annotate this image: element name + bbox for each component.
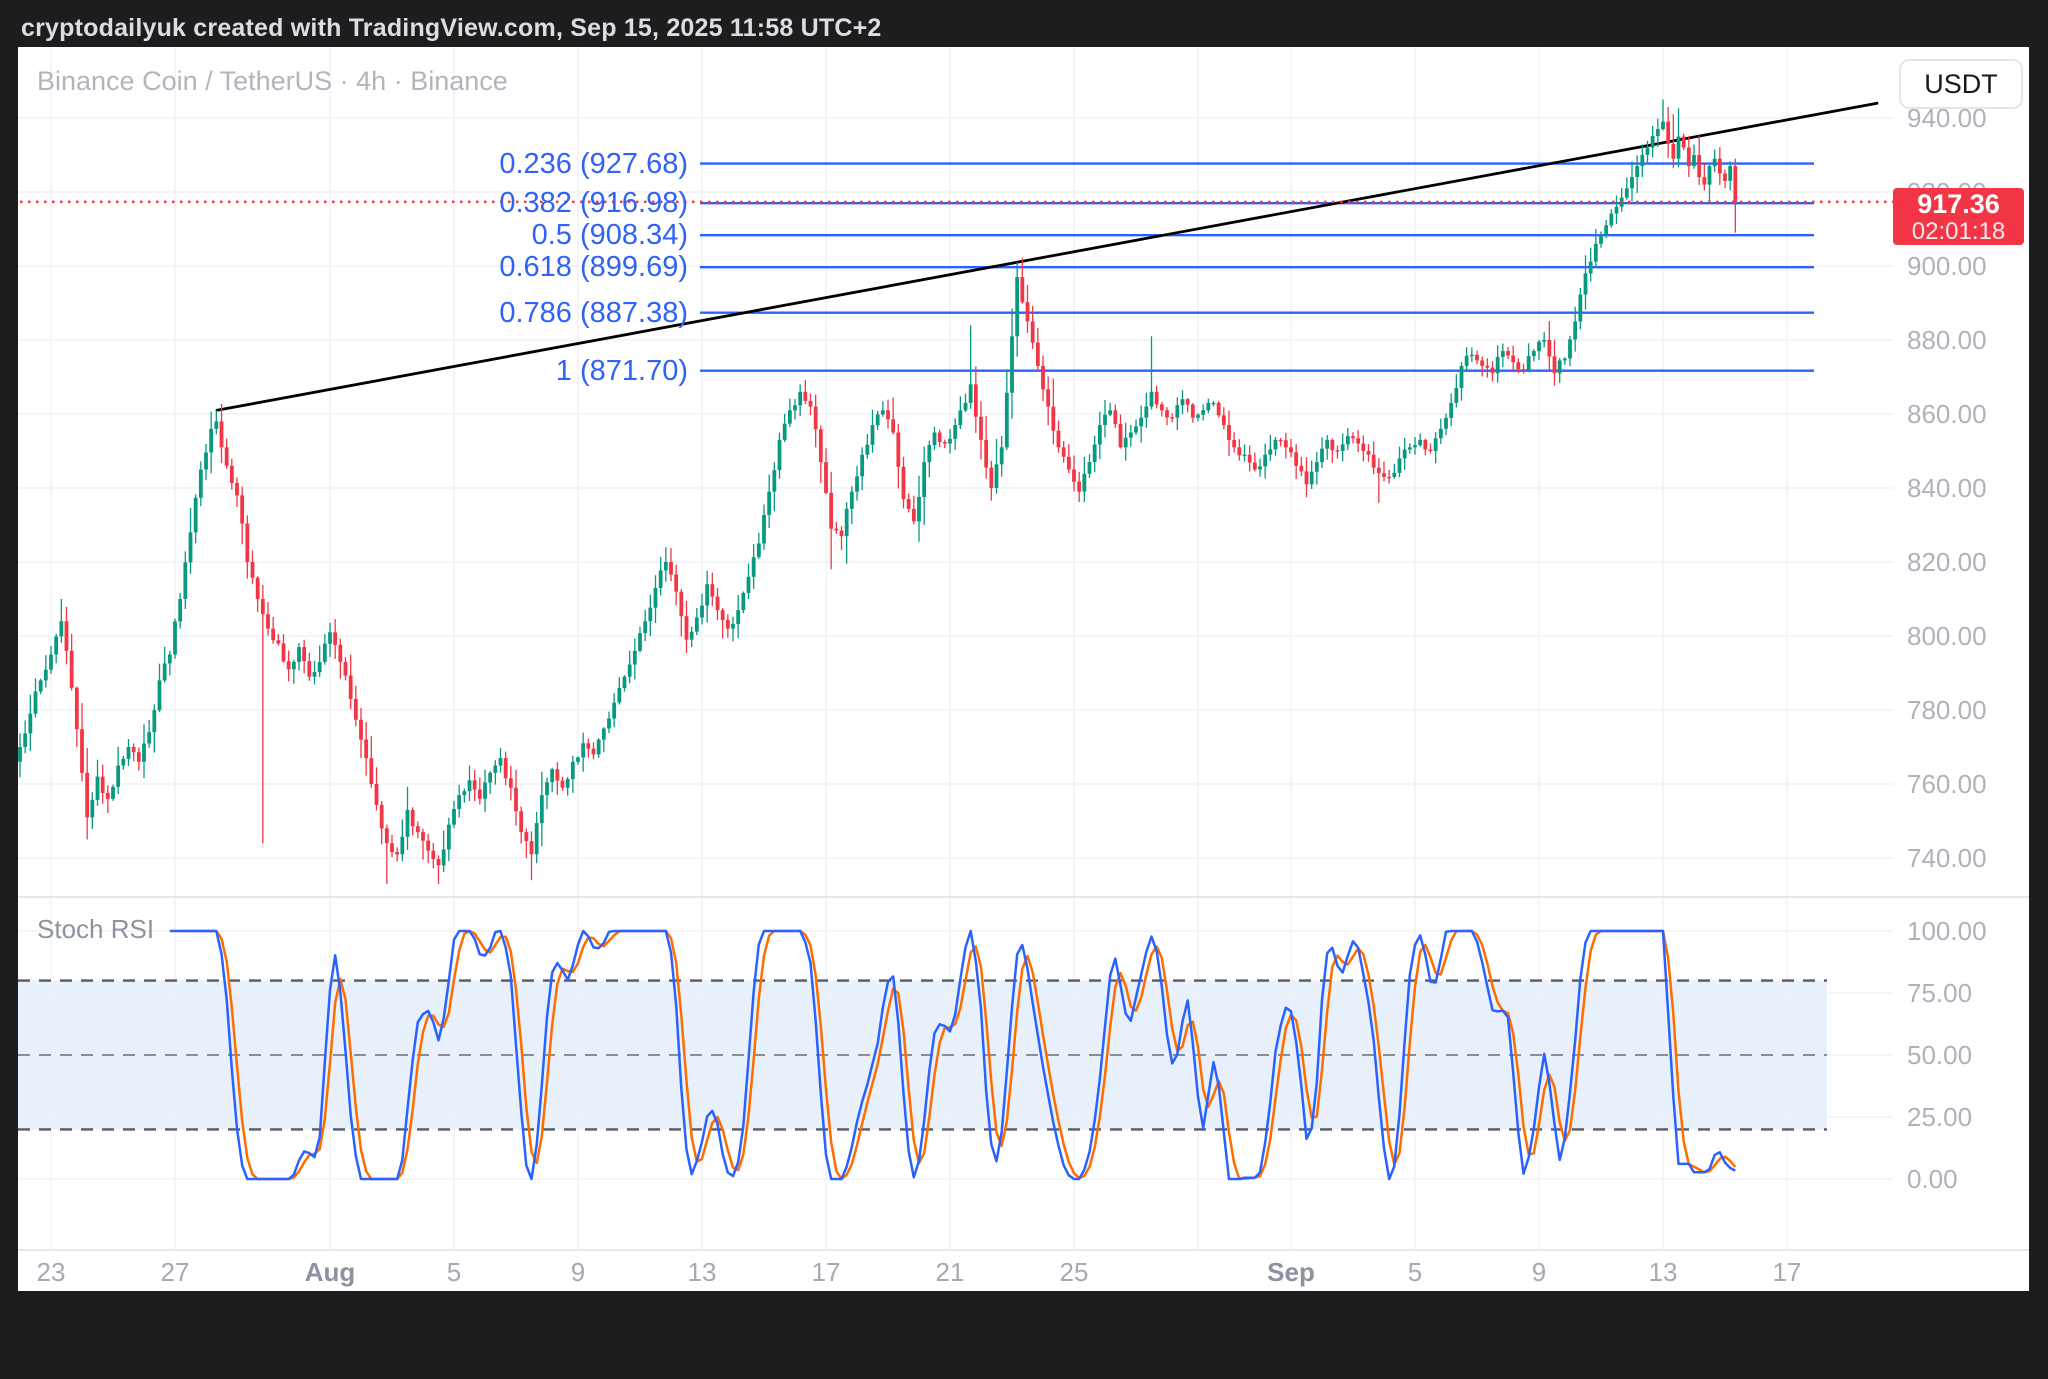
time-tick-label: 13 <box>687 1257 717 1287</box>
price-tick-label: 800.00 <box>1907 621 1987 651</box>
current-price-badge: 917.36 02:01:18 <box>1893 187 2024 245</box>
time-tick-label: 25 <box>1059 1257 1089 1287</box>
time-tick-label: 13 <box>1648 1257 1678 1287</box>
fib-level-label[interactable]: 1 (871.70) <box>555 354 688 387</box>
price-tick-label: 880.00 <box>1907 325 1987 355</box>
price-tick-label: 820.00 <box>1907 547 1987 577</box>
fib-level-label[interactable]: 0.5 (908.34) <box>531 219 688 252</box>
rsi-tick-label: 75.00 <box>1907 978 1973 1008</box>
time-tick-label: Sep <box>1267 1257 1315 1287</box>
footer-bar: TradingView <box>0 1291 2048 1379</box>
time-tick-label: Aug <box>304 1257 356 1287</box>
fib-level-label[interactable]: 0.618 (899.69) <box>499 251 688 284</box>
symbol-title: Binance Coin / TetherUS · 4h · Binance <box>37 66 508 96</box>
attribution-text: cryptodailyuk created with TradingView.c… <box>21 14 882 42</box>
time-tick-label: 9 <box>570 1257 586 1287</box>
rsi-tick-label: 50.00 <box>1907 1040 1973 1070</box>
time-tick-label: 5 <box>1407 1257 1423 1287</box>
time-tick-label: 27 <box>160 1257 190 1287</box>
rsi-tick-label: 25.00 <box>1907 1102 1973 1132</box>
price-tick-label: 760.00 <box>1907 769 1987 799</box>
price-tick-label: 740.00 <box>1907 843 1987 873</box>
price-tick-label: 840.00 <box>1907 473 1987 503</box>
chart-panel[interactable] <box>18 47 2029 1291</box>
currency-button[interactable]: USDT <box>1899 59 2023 109</box>
indicator-label: Stoch RSI <box>37 914 155 944</box>
price-tick-label: 780.00 <box>1907 695 1987 725</box>
price-tick-label: 900.00 <box>1907 251 1987 281</box>
time-tick-label: 23 <box>36 1257 66 1287</box>
time-tick-label: 5 <box>446 1257 462 1287</box>
time-tick-label: 21 <box>935 1257 965 1287</box>
fib-level-label[interactable]: 0.236 (927.68) <box>499 147 688 180</box>
rsi-tick-label: 100.00 <box>1907 916 1987 946</box>
fib-level-label[interactable]: 0.786 (887.38) <box>499 296 688 329</box>
time-tick-label: 9 <box>1531 1257 1547 1287</box>
candle-countdown: 02:01:18 <box>1911 217 2006 245</box>
time-tick-label: 17 <box>811 1257 841 1287</box>
fib-level-label[interactable]: 0.382 (916.98) <box>499 187 688 220</box>
current-price: 917.36 <box>1917 188 2000 219</box>
price-tick-label: 860.00 <box>1907 399 1987 429</box>
rsi-tick-label: 0.00 <box>1907 1164 1958 1194</box>
time-tick-label: 17 <box>1772 1257 1802 1287</box>
